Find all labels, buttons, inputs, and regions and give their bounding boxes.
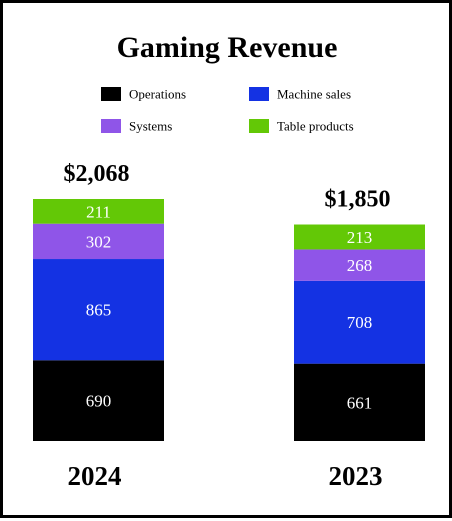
legend-label: Operations <box>129 87 186 102</box>
bar-group: 690 865 302 211 $2,068 2024 661 708 268 213 $1,850… <box>33 161 425 491</box>
data-label: 661 <box>347 393 373 412</box>
legend-label: Table products <box>277 119 354 134</box>
legend-swatch <box>101 87 121 101</box>
data-label: 213 <box>347 228 373 247</box>
data-label: 211 <box>86 202 111 221</box>
bar-segment-operations <box>294 363 425 441</box>
bar-2024: 690 865 302 211 $2,068 2024 <box>33 161 164 491</box>
category-label: 2023 <box>329 461 383 491</box>
bar-2023: 661 708 268 213 $1,850 2023 <box>294 187 425 491</box>
total-label: $2,068 <box>64 161 130 187</box>
legend-item-operations: Operations <box>101 87 186 102</box>
bar-segment-operations <box>33 360 164 441</box>
total-label: $1,850 <box>325 187 391 213</box>
data-label: 708 <box>347 313 373 332</box>
legend-label: Machine sales <box>277 87 351 102</box>
bar-segment-table-products <box>33 199 164 224</box>
data-label: 865 <box>86 301 112 320</box>
bar-segment-systems <box>33 223 164 260</box>
legend: Operations Machine sales Systems Table prod… <box>101 87 354 134</box>
bar-segment-machine-sales <box>33 259 164 361</box>
legend-item-machine-sales: Machine sales <box>249 87 351 102</box>
bar-segment-table-products <box>294 224 425 250</box>
legend-swatch <box>249 87 269 101</box>
bar-segment-machine-sales <box>294 280 425 364</box>
legend-swatch <box>249 119 269 133</box>
category-label: 2024 <box>68 461 122 491</box>
legend-item-table-products: Table products <box>249 119 354 134</box>
data-label: 302 <box>86 232 112 251</box>
legend-item-systems: Systems <box>101 119 172 134</box>
legend-label: Systems <box>129 119 172 134</box>
legend-swatch <box>101 119 121 133</box>
data-label: 268 <box>347 256 373 275</box>
chart-title: Gaming Revenue <box>117 31 338 64</box>
bar-segment-systems <box>294 249 425 281</box>
data-label: 690 <box>86 392 112 411</box>
gaming-revenue-chart: Gaming Revenue Operations Machine sales Sy… <box>33 31 425 491</box>
